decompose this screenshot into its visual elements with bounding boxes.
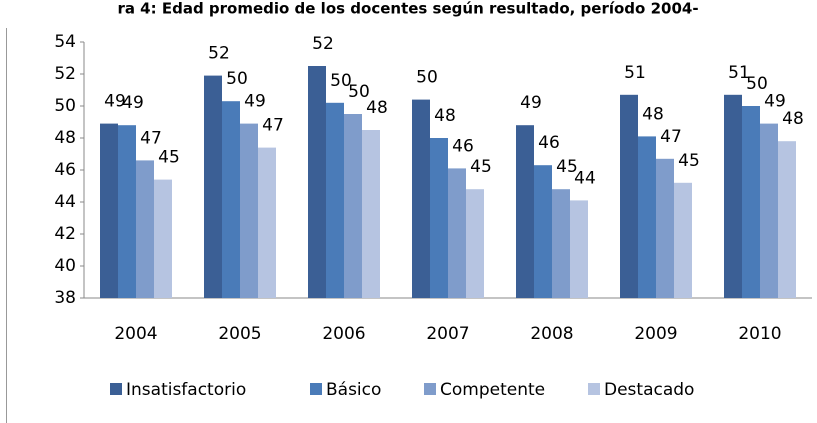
y-tick-label: 50 <box>54 96 76 116</box>
value-label: 46 <box>538 133 560 153</box>
x-tick-label: 2004 <box>114 324 157 344</box>
value-label: 45 <box>158 148 180 168</box>
bar <box>674 182 692 298</box>
legend-label: Básico <box>326 380 381 400</box>
bar <box>222 101 240 298</box>
y-tick-label: 48 <box>54 128 76 148</box>
y-tick-label: 40 <box>54 256 76 276</box>
bar <box>724 94 742 298</box>
value-label: 48 <box>782 109 804 129</box>
legend-label: Destacado <box>604 380 694 400</box>
bar <box>430 138 448 298</box>
x-tick-label: 2009 <box>634 324 677 344</box>
legend-label: Insatisfactorio <box>126 380 246 400</box>
bar <box>308 66 326 298</box>
value-label: 45 <box>556 157 578 177</box>
x-tick-label: 2008 <box>530 324 573 344</box>
bar <box>656 158 674 298</box>
legend-swatch <box>588 383 600 395</box>
value-label: 49 <box>520 93 542 113</box>
bar <box>326 102 344 298</box>
bar <box>118 125 136 298</box>
bar <box>638 136 656 298</box>
value-label: 45 <box>470 157 492 177</box>
value-label: 52 <box>208 44 230 64</box>
bar <box>778 141 796 298</box>
value-label: 50 <box>746 74 768 94</box>
value-label: 46 <box>452 136 474 156</box>
value-label: 47 <box>660 127 682 147</box>
x-tick-label: 2010 <box>738 324 781 344</box>
bar <box>240 123 258 298</box>
y-tick-label: 38 <box>54 288 76 308</box>
bar <box>204 75 222 298</box>
value-label: 52 <box>312 34 334 54</box>
bar <box>552 189 570 298</box>
value-label: 50 <box>348 82 370 102</box>
value-label: 48 <box>642 104 664 124</box>
value-label: 48 <box>366 98 388 118</box>
value-label: 50 <box>330 71 352 91</box>
y-tick-label: 44 <box>54 192 76 212</box>
value-label: 45 <box>678 151 700 171</box>
bar <box>760 123 778 298</box>
bar <box>620 94 638 298</box>
value-label: 49 <box>104 92 126 112</box>
y-tick-label: 42 <box>54 224 76 244</box>
bar <box>362 130 380 298</box>
value-label: 50 <box>226 69 248 89</box>
value-label: 50 <box>416 68 438 88</box>
bar <box>258 147 276 298</box>
bar <box>344 114 362 298</box>
legend-swatch <box>110 383 122 395</box>
bar <box>570 200 588 298</box>
y-tick-label: 54 <box>54 32 76 52</box>
bar <box>136 160 154 298</box>
bar <box>448 168 466 298</box>
chart-title: ra 4: Edad promedio de los docentes segú… <box>117 0 698 18</box>
value-label: 48 <box>434 106 456 126</box>
value-label: 44 <box>574 168 596 188</box>
bar <box>412 99 430 298</box>
bar <box>466 189 484 298</box>
value-label: 47 <box>262 116 284 136</box>
x-tick-label: 2005 <box>218 324 261 344</box>
value-label: 51 <box>624 63 646 83</box>
bar <box>534 165 552 298</box>
value-label: 49 <box>244 92 266 112</box>
value-label: 49 <box>122 93 144 113</box>
x-tick-label: 2006 <box>322 324 365 344</box>
value-label: 51 <box>728 63 750 83</box>
bar <box>154 179 172 298</box>
value-label: 47 <box>140 128 162 148</box>
bar <box>516 125 534 298</box>
legend-swatch <box>424 383 436 395</box>
y-tick-label: 52 <box>54 64 76 84</box>
legend-swatch <box>310 383 322 395</box>
y-tick-label: 46 <box>54 160 76 180</box>
value-label: 49 <box>764 92 786 112</box>
x-tick-label: 2007 <box>426 324 469 344</box>
legend-label: Competente <box>440 380 545 400</box>
bar <box>100 123 118 298</box>
bar <box>742 106 760 298</box>
